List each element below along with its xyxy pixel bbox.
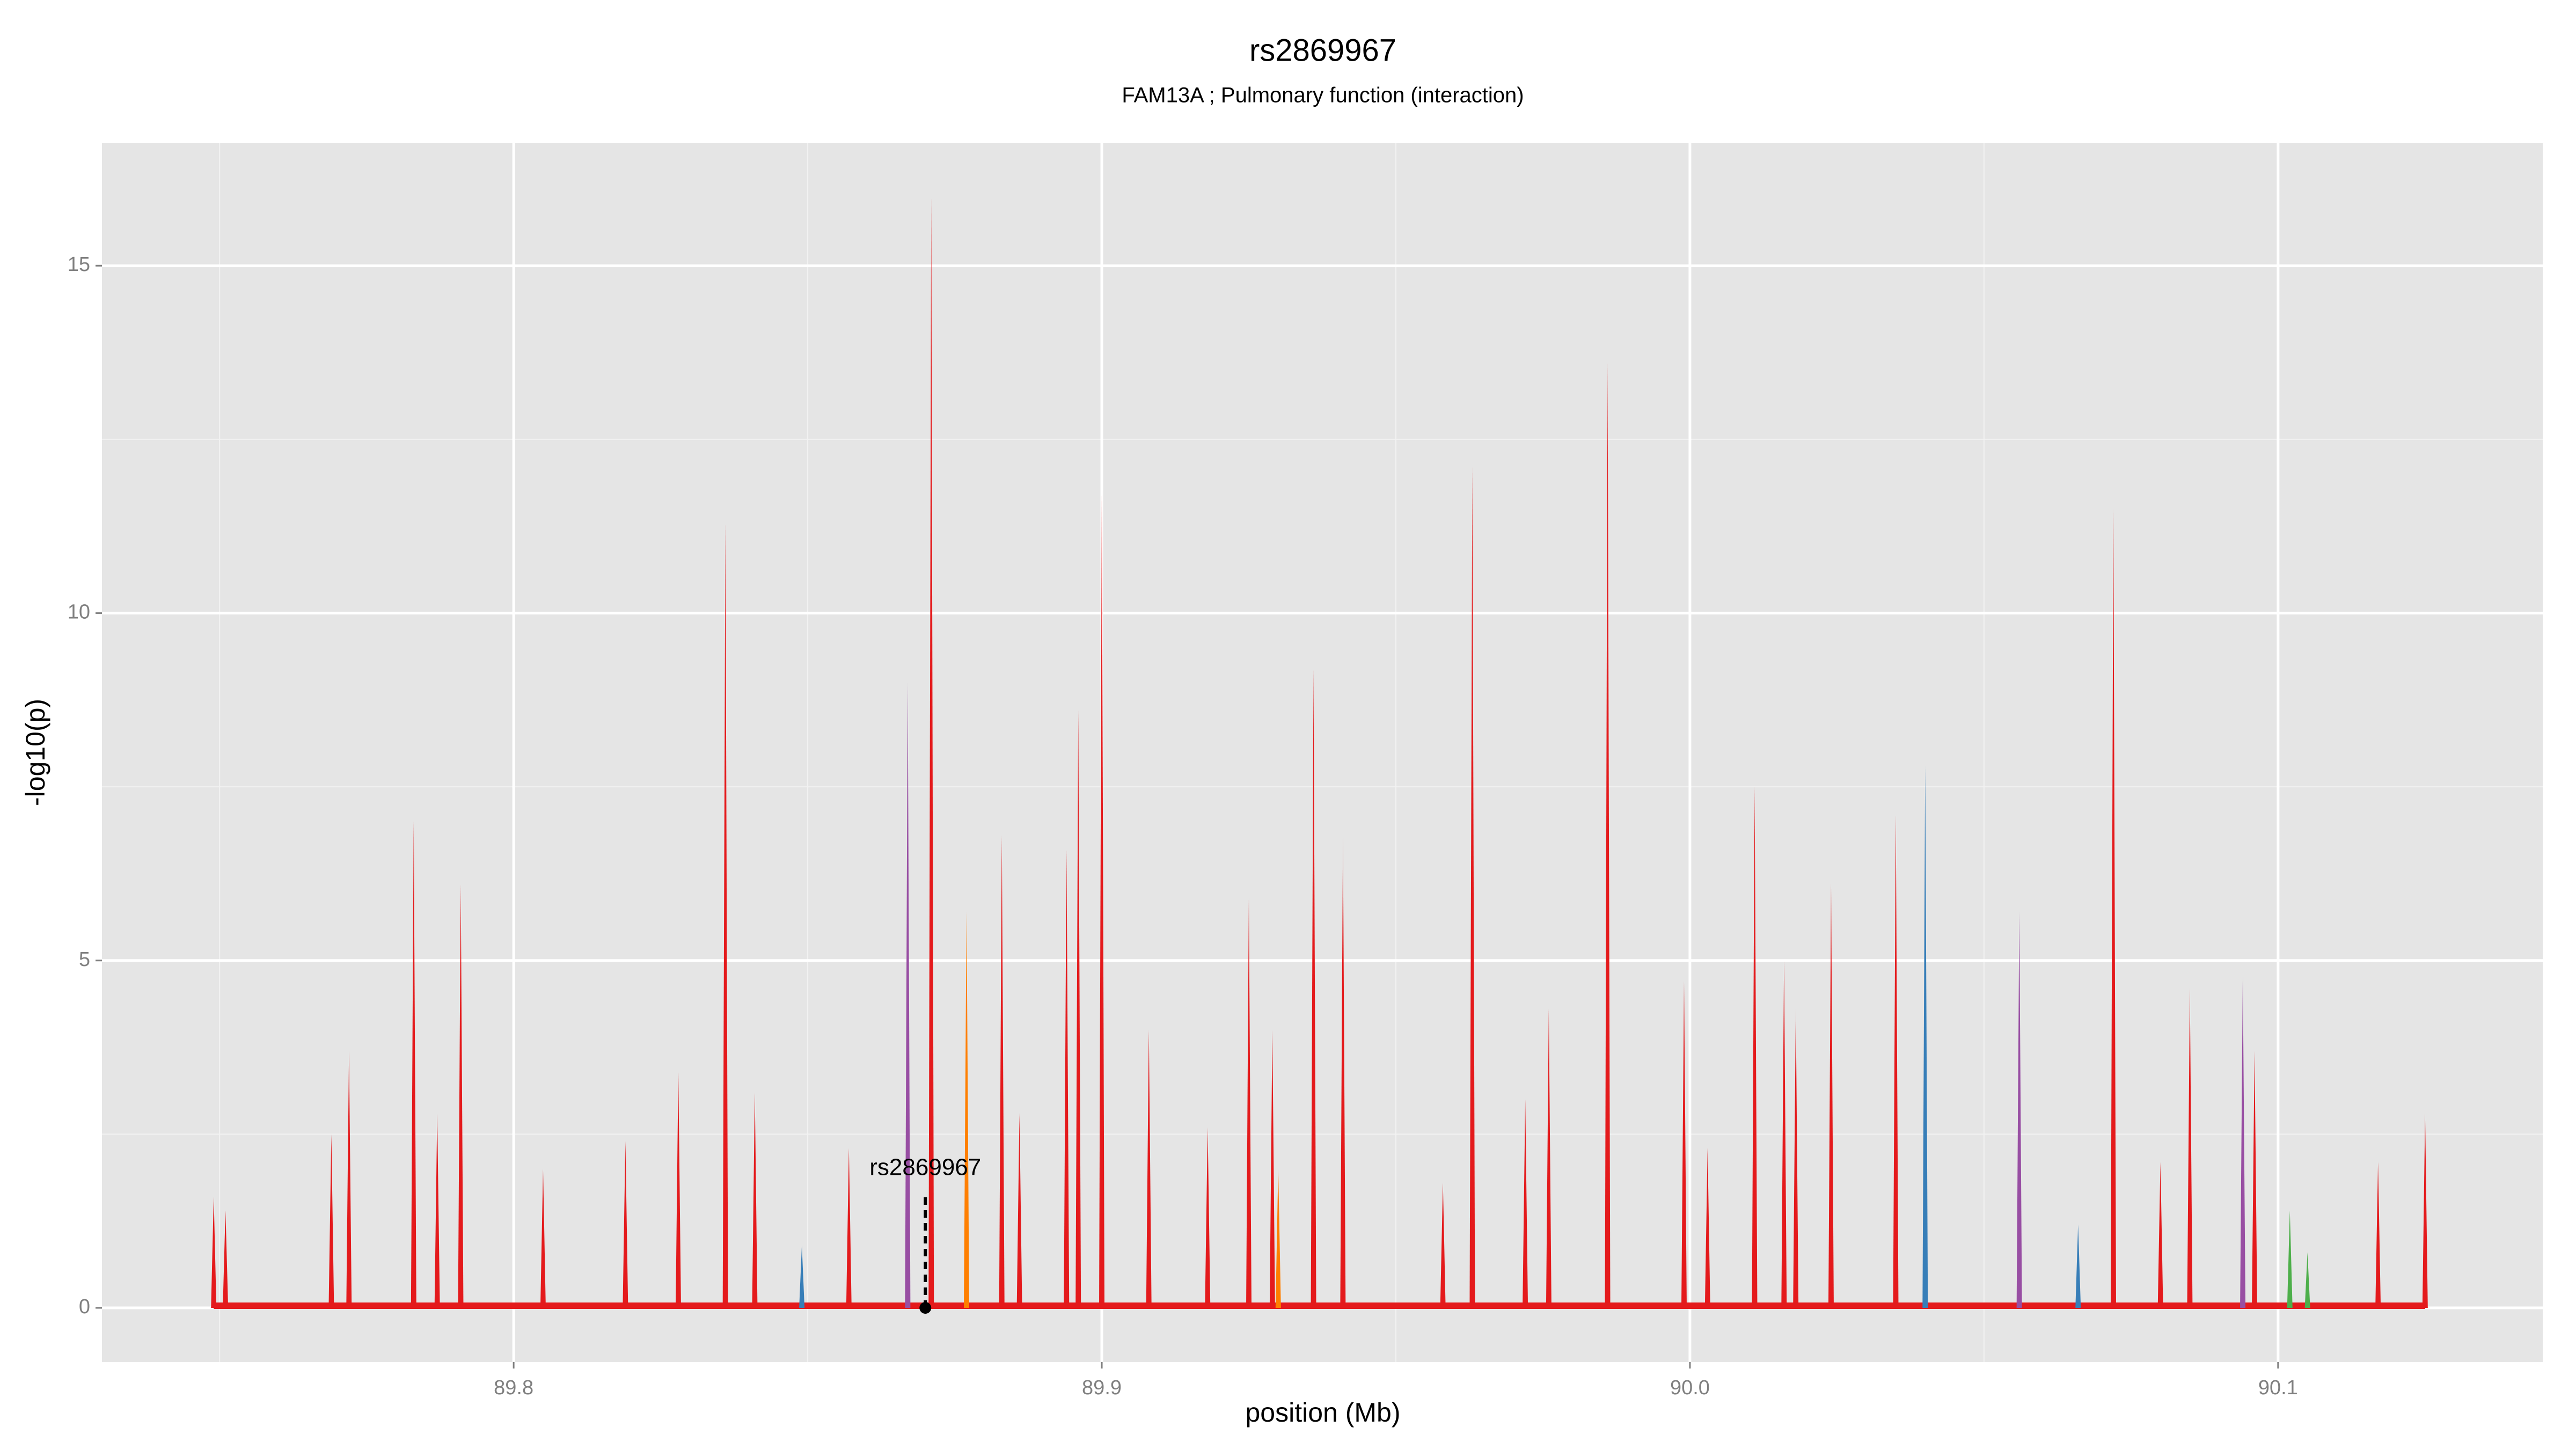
spike: [623, 1141, 628, 1308]
spike: [675, 1071, 681, 1308]
spike: [1523, 1099, 1528, 1308]
spike: [2252, 1051, 2258, 1308]
spike: [2422, 1113, 2428, 1308]
spike: [2375, 1162, 2381, 1308]
spike: [1681, 981, 1687, 1308]
x-tick-label: 90.0: [1670, 1377, 1710, 1399]
x-tick-label: 89.8: [494, 1377, 533, 1399]
spike: [1605, 363, 1611, 1308]
spike: [1793, 1009, 1799, 1308]
spike: [2287, 1210, 2293, 1308]
spike: [905, 682, 911, 1308]
spike: [1704, 1148, 1710, 1308]
spike: [1099, 488, 1105, 1308]
spike: [1205, 1127, 1211, 1308]
spike: [223, 1210, 229, 1308]
spike: [458, 884, 464, 1308]
spike: [1828, 884, 1834, 1308]
baseline-band: [214, 1302, 2425, 1309]
spike: [1893, 814, 1899, 1308]
spike: [411, 821, 416, 1308]
spike: [2016, 912, 2022, 1308]
spike: [434, 1113, 440, 1308]
spike: [346, 1051, 352, 1308]
spike: [540, 1169, 546, 1308]
y-axis-label: -log10(p): [20, 699, 50, 806]
spike: [328, 1134, 334, 1308]
spike: [2240, 974, 2246, 1308]
spike: [752, 1092, 758, 1308]
plot-background: [102, 143, 2543, 1362]
spike: [211, 1196, 217, 1308]
spike: [2187, 988, 2193, 1308]
spike: [1075, 710, 1081, 1308]
spike: [928, 196, 934, 1308]
spike: [1275, 1169, 1281, 1308]
x-axis-label: position (Mb): [1246, 1397, 1401, 1428]
chart-title: rs2869967: [1249, 33, 1396, 68]
spike: [1469, 467, 1475, 1308]
marks: [211, 196, 2428, 1309]
y-tick-label: 10: [68, 601, 90, 623]
spike: [1146, 1030, 1152, 1308]
x-tick-label: 89.9: [1082, 1377, 1122, 1399]
chart-subtitle: FAM13A ; Pulmonary function (interaction…: [1122, 84, 1524, 107]
spike: [799, 1245, 805, 1308]
spike: [1064, 849, 1070, 1308]
spike: [1781, 960, 1787, 1308]
spike: [1440, 1182, 1446, 1308]
spike: [722, 523, 728, 1308]
annotation-label: rs2869967: [869, 1154, 981, 1181]
spike: [999, 835, 1005, 1308]
x-tick-label: 90.1: [2258, 1377, 2298, 1399]
spike: [1546, 1009, 1552, 1308]
spike: [1016, 1113, 1022, 1308]
spike: [1752, 787, 1758, 1308]
spike: [2110, 509, 2116, 1308]
spike: [1340, 835, 1346, 1308]
y-tick-label: 0: [79, 1296, 90, 1318]
spike: [1311, 669, 1316, 1308]
spike: [1922, 766, 1928, 1308]
spike: [2075, 1224, 2081, 1308]
y-tick-label: 5: [79, 948, 90, 971]
y-tick-label: 15: [68, 253, 90, 276]
spike: [1246, 898, 1252, 1308]
spike: [846, 1148, 852, 1308]
spike: [1269, 1030, 1275, 1308]
annotation-point: [919, 1302, 932, 1314]
spike: [2304, 1252, 2310, 1308]
spike: [963, 912, 969, 1308]
spike: [2157, 1162, 2163, 1308]
